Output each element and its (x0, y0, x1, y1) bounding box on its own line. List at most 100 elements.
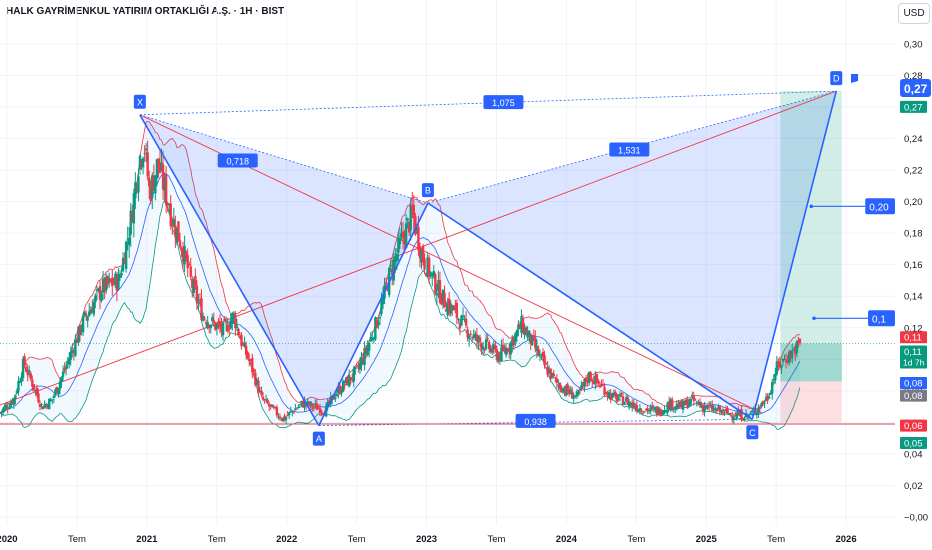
candle-body (441, 289, 445, 301)
candle-body (675, 403, 679, 409)
candle-body (192, 280, 196, 293)
point-label-box (312, 431, 325, 446)
candle-body (108, 278, 111, 282)
candle-body (480, 343, 483, 350)
candle-body (160, 162, 163, 169)
candle-body (598, 386, 602, 388)
candle-body (61, 371, 65, 377)
candle-body (94, 295, 97, 303)
candle-body (303, 401, 306, 408)
candle-body (595, 373, 599, 383)
price-label-box (900, 100, 927, 113)
candle-body (271, 404, 274, 408)
candle-body (211, 317, 214, 321)
candle-body (571, 391, 574, 399)
y-tick-label: 0,22 (904, 166, 923, 177)
candle-body (84, 313, 88, 317)
candle-body (283, 415, 286, 421)
candle-body (224, 322, 228, 324)
candle-body (126, 238, 129, 240)
candle-body (101, 279, 105, 293)
y-tick-label: 0,12 (904, 323, 923, 334)
candle-body (463, 318, 466, 320)
candle-body (760, 403, 763, 407)
candle-body (774, 373, 777, 381)
candle-body (254, 372, 257, 385)
candle-body (758, 407, 762, 409)
candle-body (58, 381, 62, 389)
candle-body (184, 251, 188, 258)
candle-body (629, 402, 632, 405)
candle-body (552, 373, 555, 376)
point-label-C: C (749, 428, 756, 438)
candle-body (547, 370, 551, 373)
candle-body (320, 410, 323, 412)
candle-body (729, 413, 732, 415)
candle-body (54, 389, 57, 396)
candle-body (106, 276, 109, 285)
candle-body (621, 396, 625, 405)
candle-body (411, 204, 414, 211)
candle-body (212, 320, 216, 323)
candle-body (149, 186, 152, 202)
candle-body (63, 368, 66, 371)
candle-body (375, 319, 379, 328)
candle-body (69, 351, 72, 360)
candle-body (777, 360, 780, 365)
candle-body (415, 227, 419, 231)
candle-body (166, 202, 169, 206)
ratio-label: 0,718 (226, 157, 249, 167)
point-label-X: X (137, 97, 143, 107)
candle-body (589, 372, 592, 382)
candle-body (714, 408, 717, 410)
candle-body (738, 410, 742, 417)
candle-body (66, 361, 69, 363)
candle-body (255, 379, 259, 385)
candle-body (360, 357, 363, 366)
candle-body (240, 335, 243, 347)
candle-body (363, 347, 366, 365)
candle-body (624, 397, 628, 401)
candle-body (592, 381, 595, 385)
candle-body (409, 205, 412, 231)
candle-body (787, 351, 791, 364)
candle-body (494, 345, 497, 349)
candle-body (560, 388, 563, 393)
candle-body (798, 338, 802, 343)
candle-body (424, 272, 428, 276)
candle-body (347, 375, 351, 387)
candle-body (24, 367, 28, 372)
candle-body (658, 408, 662, 416)
candle-body (466, 329, 469, 338)
candle-body (134, 182, 137, 199)
candle-body (660, 414, 663, 416)
candle-body (278, 416, 282, 419)
candle-body (703, 406, 706, 413)
ratio-label: 1,075 (492, 98, 515, 108)
point-label-D: D (833, 74, 840, 84)
chart-title: HALK GAYRİMENKUL YATIRIM ORTAKLIĞI A.Ş. … (6, 6, 285, 17)
candle-body (789, 351, 792, 358)
candle-body (649, 407, 652, 411)
candle-body (423, 258, 426, 270)
price-label: 0,27 (904, 82, 928, 96)
candle-body (734, 415, 737, 417)
candle-body (392, 258, 395, 281)
candle-body (371, 337, 374, 340)
candle-body (52, 395, 56, 398)
candle-body (518, 324, 522, 329)
candle-body (609, 393, 612, 400)
candle-body (740, 409, 743, 420)
candle-body (603, 387, 606, 396)
candle-body (671, 399, 674, 410)
candle-body (735, 413, 739, 419)
candle-body (374, 317, 377, 340)
candle-body (489, 347, 492, 352)
candle-body (477, 336, 480, 343)
candle-body (237, 328, 240, 336)
ratio-label: 0,938 (524, 417, 547, 427)
x-tick-label: 2025 (696, 534, 718, 545)
candle-body (780, 365, 783, 368)
currency-button[interactable]: USD (898, 3, 930, 24)
